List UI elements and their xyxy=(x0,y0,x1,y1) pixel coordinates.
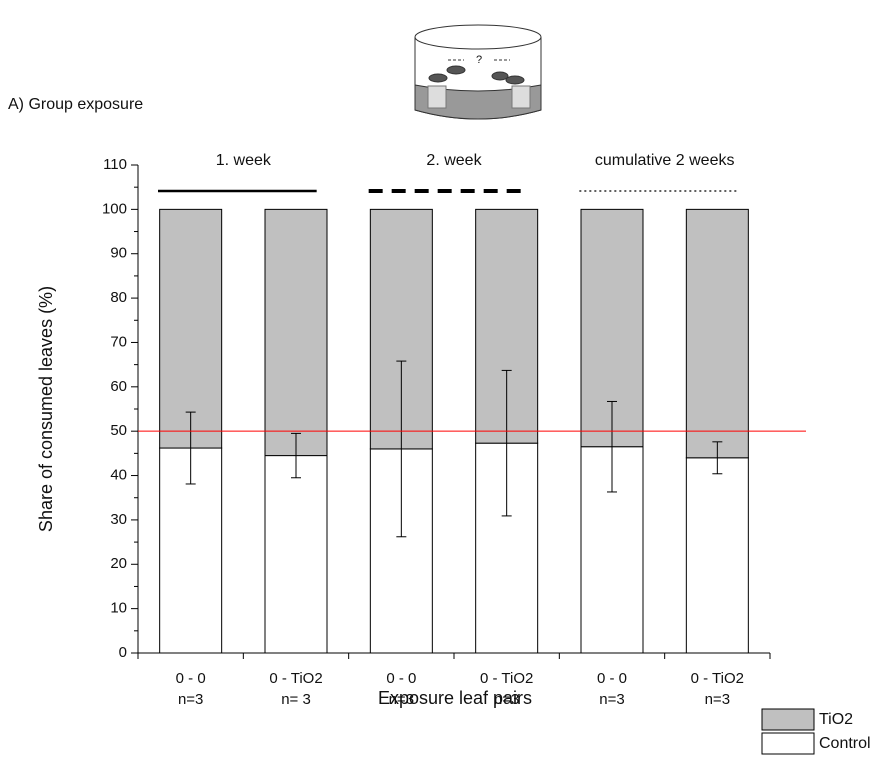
y-tick-label: 80 xyxy=(110,289,127,306)
bar-segment xyxy=(686,209,748,457)
y-tick-label: 50 xyxy=(110,422,127,439)
page: {"chart_data": {"type": "stacked-bar", "… xyxy=(0,0,896,763)
sample-size-label: n=3 xyxy=(599,691,624,708)
legend-swatch xyxy=(762,709,814,730)
arena-icon: ? xyxy=(415,25,541,119)
sample-size-label: n=3 xyxy=(705,691,730,708)
y-tick-label: 70 xyxy=(110,333,127,350)
bar-segment xyxy=(686,458,748,653)
panel-label: A) Group exposure xyxy=(8,96,143,113)
sample-size-label: n=3 xyxy=(494,691,519,708)
svg-text:?: ? xyxy=(476,54,482,66)
x-tick-label: 0 - 0 xyxy=(386,670,416,687)
group-label: 1. week xyxy=(216,152,272,169)
y-tick-label: 110 xyxy=(103,156,127,173)
group-label: cumulative 2 weeks xyxy=(595,152,735,169)
chart: A) Group exposure ? Exposure leaf pairs … xyxy=(0,0,896,763)
legend-label: Control xyxy=(819,735,871,752)
y-tick-label: 90 xyxy=(110,245,127,262)
bar-segment xyxy=(265,209,327,455)
y-tick-label: 20 xyxy=(110,555,127,572)
sample-size-label: n=3 xyxy=(389,691,414,708)
x-tick-label: 0 - 0 xyxy=(176,670,206,687)
sample-size-label: n=3 xyxy=(178,691,203,708)
y-axis-title: Share of consumed leaves (%) xyxy=(36,286,56,532)
x-tick-label: 0 - 0 xyxy=(597,670,627,687)
y-tick-label: 100 xyxy=(102,200,127,217)
y-tick-label: 40 xyxy=(110,467,127,484)
y-tick-label: 10 xyxy=(110,600,127,617)
x-tick-label: 0 - TiO2 xyxy=(691,670,744,687)
x-tick-label: 0 - TiO2 xyxy=(480,670,533,687)
y-tick-label: 0 xyxy=(119,644,127,661)
x-tick-label: 0 - TiO2 xyxy=(269,670,322,687)
legend-swatch xyxy=(762,733,814,754)
y-tick-label: 60 xyxy=(110,378,127,395)
group-label: 2. week xyxy=(426,152,482,169)
sample-size-label: n= 3 xyxy=(281,691,311,708)
bar-segment xyxy=(265,456,327,653)
legend-label: TiO2 xyxy=(819,711,853,728)
y-tick-label: 30 xyxy=(110,511,127,528)
